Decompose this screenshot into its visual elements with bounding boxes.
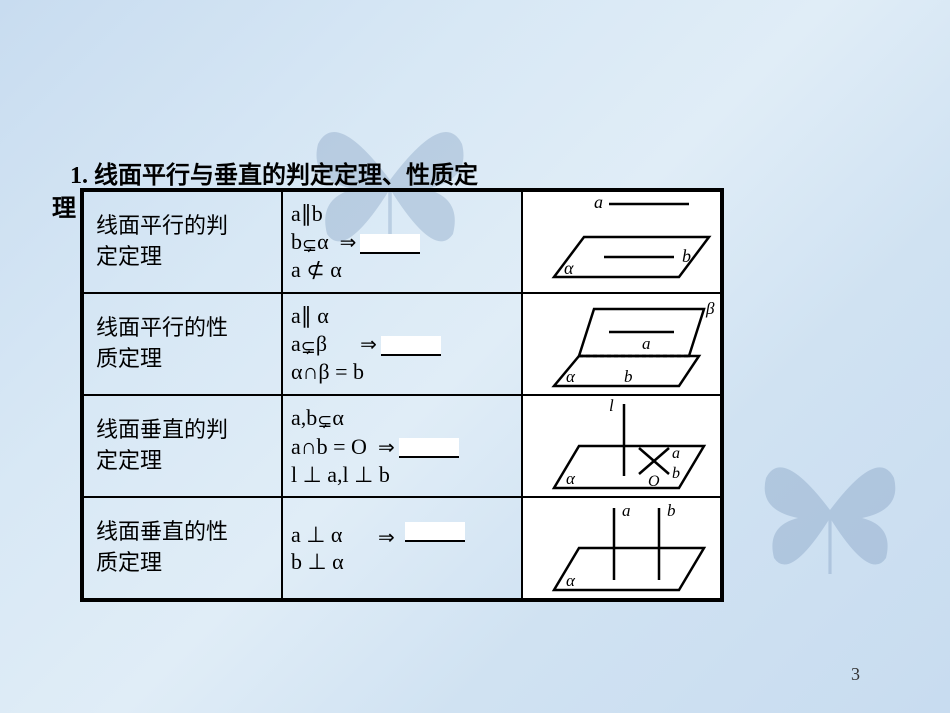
figure-cell: l a b O α xyxy=(522,395,722,497)
butterfly-decor-2 xyxy=(750,420,910,600)
table-row: 线面垂直的判 定定理 a,b⊊α a∩b = O ⇒ l ⊥ a,l ⊥ b l… xyxy=(82,395,722,497)
svg-text:b: b xyxy=(682,246,691,266)
svg-text:b: b xyxy=(672,465,680,482)
fill-blank xyxy=(399,438,459,458)
fill-blank xyxy=(405,522,465,542)
svg-text:a: a xyxy=(642,334,651,353)
table-row: 线面平行的判 定定理 a∥b b⊊α ⇒ a ⊄ α a b α xyxy=(82,190,722,293)
math-line: a∩b = O ⇒ xyxy=(291,434,459,459)
theorem-name-cell: 线面垂直的性 质定理 xyxy=(82,497,282,600)
figure-line-plane-perp-judge: l a b O α xyxy=(524,396,719,496)
theorem-name-cell: 线面平行的性 质定理 xyxy=(82,293,282,395)
figure-line-plane-perp-prop: a b α xyxy=(524,498,719,598)
name-line1: 线面平行的判 xyxy=(96,213,228,238)
theorem-table: 线面平行的判 定定理 a∥b b⊊α ⇒ a ⊄ α a b α 线面平行的性 … xyxy=(80,188,724,602)
svg-text:l: l xyxy=(609,396,614,415)
svg-text:β: β xyxy=(705,299,715,318)
arrow-impl: ⇒ xyxy=(378,526,395,551)
math-line: l ⊥ a,l ⊥ b xyxy=(291,462,390,487)
name-line2: 质定理 xyxy=(96,550,162,575)
figure-line-plane-parallel-judge: a b α xyxy=(524,192,719,292)
math-line: a ⊄ α xyxy=(291,257,342,282)
math-cell: a,b⊊α a∩b = O ⇒ l ⊥ a,l ⊥ b xyxy=(282,395,522,497)
math-line: a∥ α xyxy=(291,303,329,328)
name-line2: 质定理 xyxy=(96,346,162,371)
theorem-name-cell: 线面垂直的判 定定理 xyxy=(82,395,282,497)
name-line1: 线面平行的性 xyxy=(96,315,228,340)
math-cell: a∥ α a⊊β ⇒ α∩β = b xyxy=(282,293,522,395)
name-line1: 线面垂直的性 xyxy=(96,519,228,544)
math-cell: a∥b b⊊α ⇒ a ⊄ α xyxy=(282,190,522,293)
heading-main: 1. 线面平行与垂直的判定定理、性质定 xyxy=(70,155,478,190)
figure-cell: a b α xyxy=(522,497,722,600)
svg-text:α: α xyxy=(566,367,576,386)
table-row: 线面垂直的性 质定理 a ⊥ αb ⊥ α ⇒ a b α xyxy=(82,497,722,600)
name-line2: 定定理 xyxy=(96,244,162,269)
svg-text:b: b xyxy=(667,501,676,520)
math-line: a ⊥ αb ⊥ α xyxy=(291,522,344,575)
fill-blank xyxy=(360,234,420,254)
svg-text:α: α xyxy=(566,571,576,590)
figure-cell: a b α xyxy=(522,190,722,293)
svg-text:b: b xyxy=(624,367,633,386)
theorem-name-cell: 线面平行的判 定定理 xyxy=(82,190,282,293)
table-row: 线面平行的性 质定理 a∥ α a⊊β ⇒ α∩β = b a β b α xyxy=(82,293,722,395)
name-line2: 定定理 xyxy=(96,448,162,473)
svg-text:a: a xyxy=(672,445,680,462)
name-line1: 线面垂直的判 xyxy=(96,417,228,442)
math-line: a,b⊊α xyxy=(291,405,344,430)
figure-cell: a β b α xyxy=(522,293,722,395)
heading-tail: 理 xyxy=(52,188,76,223)
math-cell: a ⊥ αb ⊥ α ⇒ xyxy=(282,497,522,600)
math-line: α∩β = b xyxy=(291,359,364,384)
math-line: a∥b xyxy=(291,201,323,226)
fill-blank xyxy=(381,336,441,356)
svg-text:a: a xyxy=(622,501,631,520)
svg-text:O: O xyxy=(648,473,660,490)
svg-text:α: α xyxy=(566,469,576,488)
figure-line-plane-parallel-prop: a β b α xyxy=(524,294,719,394)
page-number: 3 xyxy=(851,664,860,685)
math-line: a⊊β ⇒ xyxy=(291,331,441,356)
svg-text:α: α xyxy=(564,258,574,278)
svg-text:a: a xyxy=(594,192,603,212)
math-line: b⊊α ⇒ xyxy=(291,229,420,254)
